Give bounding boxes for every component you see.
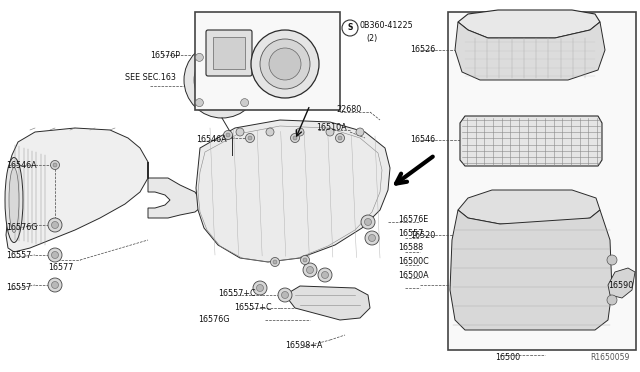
FancyBboxPatch shape — [206, 30, 252, 76]
Circle shape — [266, 128, 274, 136]
Text: 16576E: 16576E — [398, 215, 428, 224]
Circle shape — [204, 62, 240, 98]
Circle shape — [361, 215, 375, 229]
Circle shape — [321, 272, 328, 279]
Circle shape — [303, 258, 307, 262]
Circle shape — [184, 42, 260, 118]
Circle shape — [251, 30, 319, 98]
Circle shape — [269, 48, 301, 80]
Text: 16557: 16557 — [398, 230, 424, 238]
Circle shape — [51, 221, 58, 228]
Text: 22680: 22680 — [336, 106, 361, 115]
Polygon shape — [460, 116, 602, 166]
Bar — [195, 12, 340, 110]
Circle shape — [195, 53, 204, 61]
Circle shape — [51, 282, 58, 289]
Circle shape — [607, 255, 617, 265]
Text: 16557: 16557 — [6, 283, 31, 292]
Circle shape — [195, 99, 204, 107]
Text: 16546A: 16546A — [6, 160, 36, 170]
Text: 16577: 16577 — [48, 263, 74, 273]
Text: 16500C: 16500C — [398, 257, 429, 266]
Text: SEE SEC.163: SEE SEC.163 — [125, 74, 176, 83]
Text: 16510A: 16510A — [316, 124, 347, 132]
Circle shape — [257, 285, 264, 292]
Text: S: S — [348, 23, 353, 32]
Circle shape — [260, 39, 310, 89]
Text: 16598+A: 16598+A — [285, 340, 323, 350]
Text: 16588: 16588 — [398, 244, 423, 253]
Circle shape — [194, 52, 250, 108]
Circle shape — [365, 231, 379, 245]
Ellipse shape — [9, 167, 19, 232]
Text: 16557+C: 16557+C — [218, 289, 255, 298]
Text: 16576G: 16576G — [198, 315, 230, 324]
Circle shape — [293, 136, 297, 140]
Text: 16576G: 16576G — [6, 224, 38, 232]
Circle shape — [273, 260, 277, 264]
Circle shape — [282, 292, 289, 298]
Circle shape — [246, 134, 255, 142]
Polygon shape — [458, 190, 600, 224]
Polygon shape — [455, 22, 605, 80]
Polygon shape — [458, 10, 600, 38]
Text: 16557+C: 16557+C — [234, 304, 271, 312]
Circle shape — [48, 248, 62, 262]
Circle shape — [369, 234, 376, 241]
Bar — [213, 37, 245, 69]
Ellipse shape — [5, 157, 23, 243]
Text: 16546: 16546 — [410, 135, 435, 144]
Circle shape — [241, 99, 248, 107]
Text: 16590: 16590 — [608, 280, 633, 289]
Circle shape — [296, 128, 304, 136]
Text: (2): (2) — [366, 33, 377, 42]
Circle shape — [48, 218, 62, 232]
Circle shape — [356, 128, 364, 136]
Text: 0B360-41225: 0B360-41225 — [360, 20, 413, 29]
Circle shape — [51, 160, 60, 170]
Circle shape — [607, 295, 617, 305]
Circle shape — [241, 53, 248, 61]
Text: 16557: 16557 — [6, 251, 31, 260]
Circle shape — [301, 256, 310, 264]
Text: R1650059: R1650059 — [590, 353, 629, 362]
Circle shape — [253, 281, 267, 295]
Circle shape — [248, 136, 252, 140]
Text: 16500: 16500 — [495, 353, 520, 362]
Bar — [448, 12, 636, 350]
Text: 16576P: 16576P — [150, 51, 180, 60]
Text: 16546A: 16546A — [196, 135, 227, 144]
Text: 16500A: 16500A — [398, 270, 429, 279]
Circle shape — [318, 268, 332, 282]
Circle shape — [226, 133, 230, 137]
Polygon shape — [6, 128, 148, 252]
Polygon shape — [450, 210, 612, 330]
Circle shape — [326, 128, 334, 136]
Circle shape — [335, 134, 344, 142]
Circle shape — [48, 278, 62, 292]
Polygon shape — [608, 268, 635, 298]
Circle shape — [291, 134, 300, 142]
Text: 16526: 16526 — [410, 45, 435, 55]
Circle shape — [303, 263, 317, 277]
Circle shape — [236, 128, 244, 136]
Circle shape — [307, 266, 314, 273]
Circle shape — [365, 218, 371, 225]
Circle shape — [338, 136, 342, 140]
Polygon shape — [196, 120, 390, 262]
Circle shape — [342, 20, 358, 36]
Circle shape — [53, 163, 57, 167]
Circle shape — [223, 131, 232, 140]
Polygon shape — [285, 286, 370, 320]
Circle shape — [271, 257, 280, 266]
Circle shape — [278, 288, 292, 302]
Circle shape — [51, 251, 58, 259]
Polygon shape — [148, 162, 200, 218]
Text: 16520: 16520 — [410, 231, 435, 240]
